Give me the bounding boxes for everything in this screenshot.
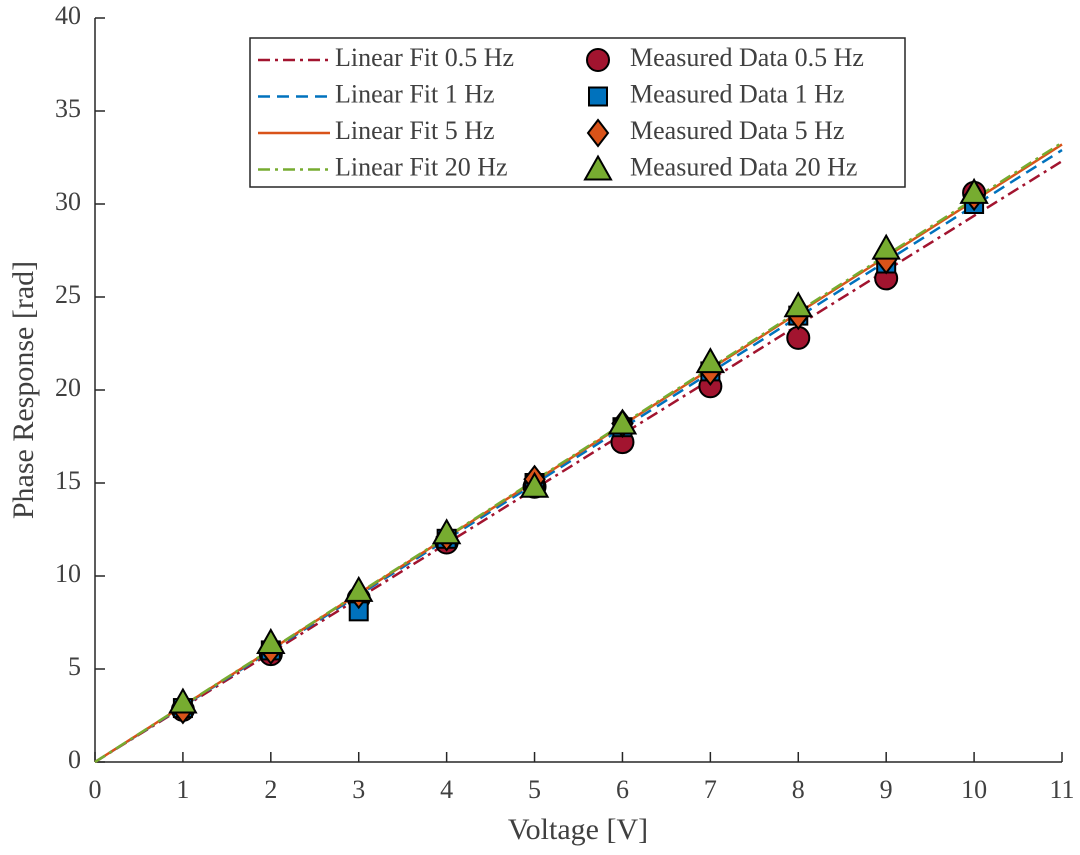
x-tick-label: 7 [704,775,717,804]
y-axis-label: Phase Response [rad] [7,261,40,519]
x-tick-label: 3 [352,775,365,804]
legend-label: Measured Data 5 Hz [630,116,844,145]
y-tick-label: 0 [68,745,81,774]
y-tick-label: 30 [55,187,81,216]
legend-swatch [586,118,610,148]
legend-label: Linear Fit 5 Hz [335,116,495,145]
x-tick-label: 0 [89,775,102,804]
data-point [519,471,550,498]
data-point [783,291,813,318]
y-tick-label: 5 [68,652,81,681]
x-tick-label: 6 [616,775,629,804]
legend-label: Measured Data 0.5 Hz [630,43,864,72]
legend-swatch [583,154,613,181]
data-point [871,233,901,260]
fit-line [94,141,1063,764]
fit-line [94,143,1063,764]
x-tick-label: 9 [880,775,893,804]
y-tick-label: 25 [55,280,81,309]
y-tick-label: 40 [55,1,81,30]
legend-label: Measured Data 1 Hz [630,79,844,108]
data-point [959,177,989,204]
x-tick-label: 1 [176,775,189,804]
x-tick-label: 8 [792,775,805,804]
legend-swatch [586,48,610,72]
legend-swatch [588,86,608,107]
data-point [607,408,638,435]
data-point [256,627,286,654]
x-tick-label: 4 [440,775,453,804]
data-point [344,575,374,602]
y-tick-label: 15 [55,466,81,495]
legend-label: Linear Fit 20 Hz [335,152,508,181]
legend: Linear Fit 0.5 Hz Linear Fit 1 Hz Linear F… [249,37,906,188]
fit-line [94,160,1063,764]
x-axis-label: Voltage [V] [508,813,648,846]
legend-label: Linear Fit 1 Hz [335,79,495,108]
legend-box [249,37,906,188]
y-tick-label: 20 [55,373,81,402]
data-point [695,347,726,374]
y-tick-label: 10 [55,559,81,588]
legend-label: Measured Data 20 Hz [630,152,857,181]
x-tick-label: 5 [528,775,541,804]
x-tick-label: 11 [1049,775,1074,804]
x-tick-label: 2 [264,775,277,804]
x-tick-label: 10 [961,775,987,804]
data-point [431,518,462,545]
y-tick-label: 35 [55,94,81,123]
data-point [168,687,198,714]
legend-label: Linear Fit 0.5 Hz [335,43,514,72]
